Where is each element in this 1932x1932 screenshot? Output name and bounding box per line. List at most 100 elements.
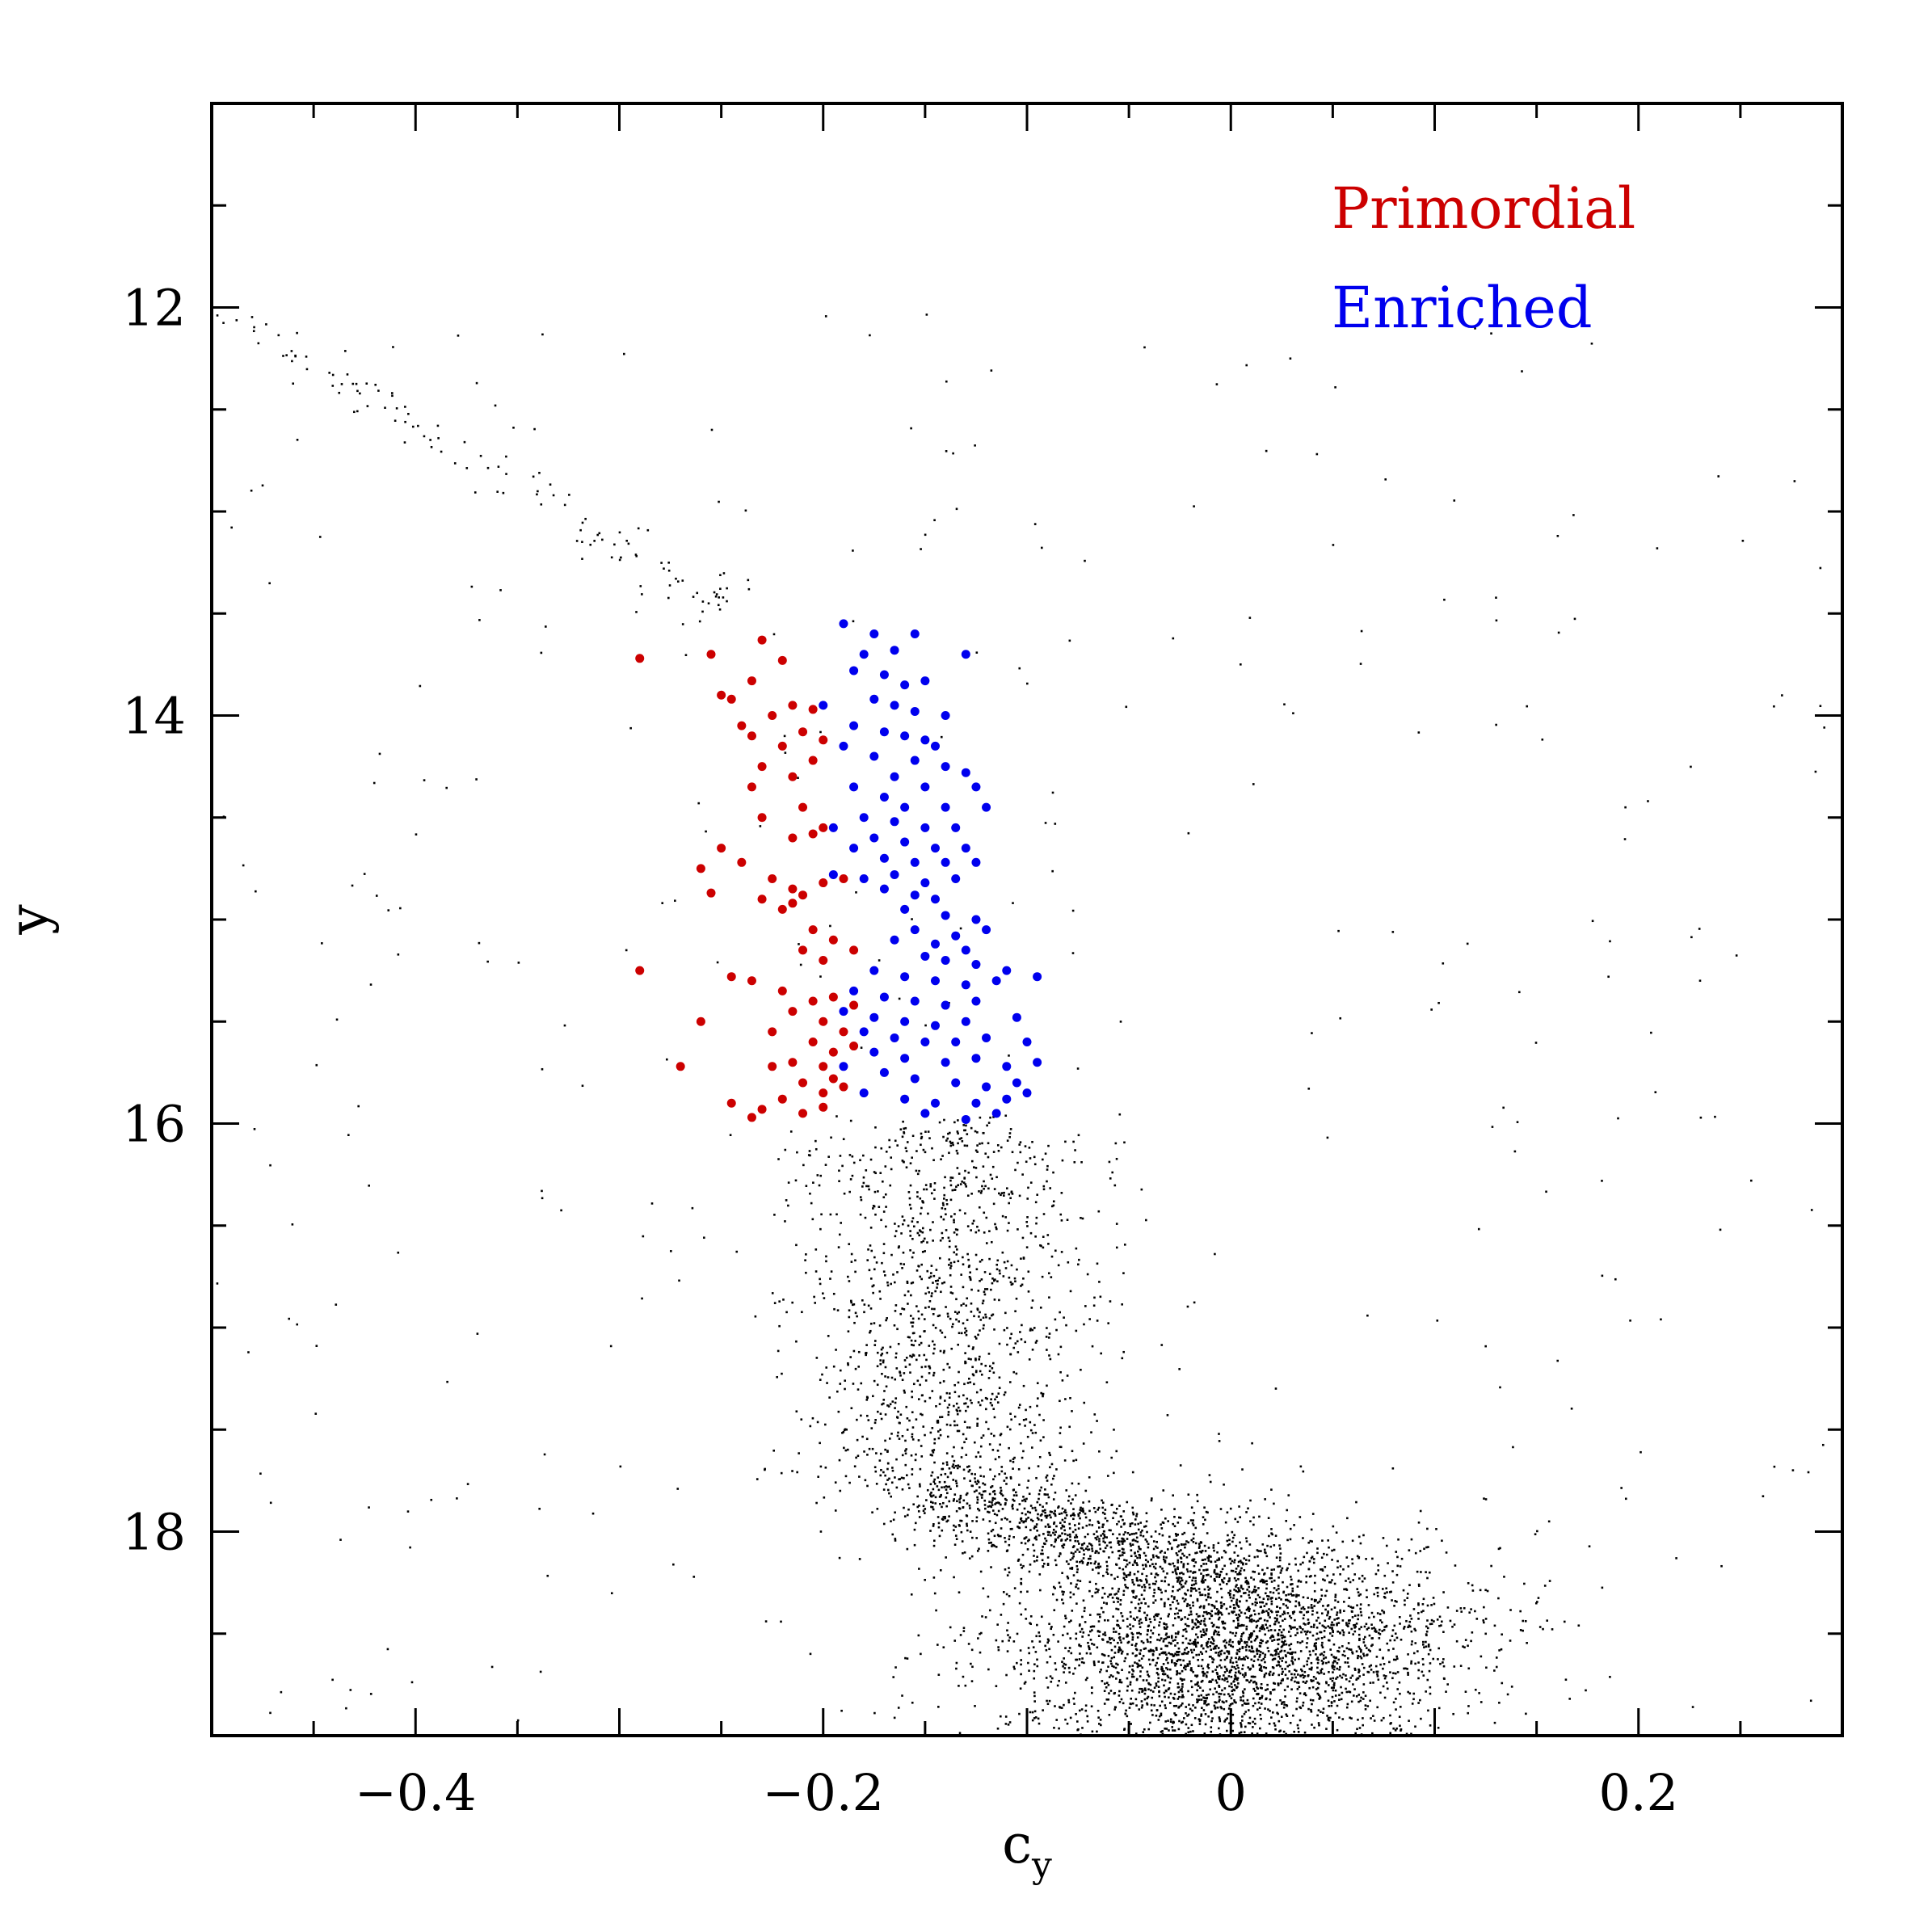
field-star-point: [1233, 1551, 1236, 1554]
field-star-point: [1247, 1607, 1249, 1610]
field-star-point: [1100, 1534, 1102, 1537]
field-star-point: [1054, 1513, 1057, 1516]
field-star-point: [1342, 1634, 1345, 1636]
field-star-point: [1336, 1623, 1338, 1627]
field-star-point: [1202, 1628, 1205, 1631]
field-star-point: [1023, 1682, 1026, 1685]
field-star-point: [1234, 1675, 1237, 1678]
field-star-point: [939, 1429, 942, 1431]
field-star-point: [1226, 1539, 1229, 1543]
field-star-point: [1149, 1648, 1152, 1652]
field-star-point: [1078, 1522, 1080, 1526]
field-star-point: [920, 1445, 923, 1447]
field-star-point: [1324, 1594, 1327, 1597]
field-star-point: [1151, 1696, 1154, 1699]
field-star-point: [967, 1643, 970, 1645]
field-star-point: [1279, 1625, 1282, 1627]
field-star-point: [920, 1143, 922, 1147]
field-star-point: [1313, 1589, 1316, 1593]
field-star-point: [1176, 1576, 1178, 1580]
field-star-point: [1372, 1715, 1374, 1717]
field-star-point: [1054, 1662, 1057, 1665]
field-star-point: [1369, 1699, 1371, 1703]
field-star-point: [1250, 1658, 1253, 1661]
field-star-point: [910, 1593, 913, 1596]
field-star-point: [1109, 1641, 1112, 1644]
field-star-point: [1028, 1570, 1031, 1573]
field-star-point: [1217, 1675, 1219, 1678]
field-star-point: [1039, 1244, 1042, 1247]
field-star-point: [1167, 1661, 1169, 1665]
field-star-point: [1416, 1570, 1419, 1573]
field-star-point: [1055, 1328, 1058, 1332]
field-star-point: [1213, 1606, 1216, 1609]
field-star-point: [1006, 1187, 1008, 1189]
field-star-point: [933, 1182, 937, 1185]
field-star-point: [1160, 1668, 1163, 1671]
field-star-point: [1322, 1578, 1324, 1581]
field-star-point: [958, 1524, 961, 1526]
field-star-point: [1202, 1620, 1206, 1623]
field-star-point: [1036, 1665, 1039, 1668]
field-star-point: [1202, 1672, 1205, 1675]
field-star-point: [1021, 1499, 1024, 1502]
field-star-point: [1025, 1526, 1028, 1529]
field-star-point: [1075, 1632, 1078, 1635]
field-star-point: [991, 1282, 994, 1285]
field-star-point: [1426, 1576, 1429, 1580]
field-star-point: [1467, 1711, 1470, 1715]
field-star-point: [873, 1466, 877, 1469]
field-star-point: [1200, 1564, 1202, 1568]
field-star-point: [1391, 1629, 1395, 1631]
field-star-point: [1219, 1583, 1222, 1586]
field-star-point: [866, 1454, 869, 1456]
field-star-point: [1257, 1701, 1261, 1704]
field-star-point: [1207, 1593, 1210, 1596]
field-star-point: [1117, 1663, 1119, 1666]
field-star-point: [1176, 1566, 1179, 1569]
field-star-point: [954, 1480, 958, 1483]
field-star-point: [1233, 1561, 1235, 1564]
field-star-point: [988, 1273, 991, 1275]
field-star-point: [1008, 1567, 1010, 1569]
field-star-point: [851, 1174, 854, 1177]
field-star-point: [1137, 1528, 1140, 1531]
field-star-point: [1297, 1673, 1299, 1676]
field-star-point: [1038, 1492, 1041, 1496]
field-star-point: [1049, 1187, 1052, 1189]
field-star-point: [1223, 1640, 1225, 1643]
field-star-point: [1080, 1644, 1082, 1648]
field-star-point: [814, 1248, 818, 1251]
field-star-point: [997, 1534, 1000, 1538]
field-star-point: [1057, 1640, 1059, 1643]
field-star-point: [1275, 1651, 1277, 1653]
field-star-point: [1088, 1634, 1090, 1636]
field-star-point: [1068, 1522, 1071, 1526]
field-star-point: [1035, 1535, 1038, 1538]
field-star-point: [932, 1313, 935, 1315]
field-star-point: [969, 1507, 971, 1509]
field-star-point: [1089, 1630, 1092, 1633]
field-star-point: [1072, 1593, 1075, 1596]
field-star-point: [1060, 1527, 1063, 1530]
field-star-point: [919, 1197, 922, 1200]
field-star-point: [1383, 1663, 1386, 1665]
field-star-point: [1118, 1694, 1121, 1697]
field-star-point: [1285, 1661, 1287, 1664]
field-star-point: [1210, 1636, 1214, 1639]
field-star-point: [1345, 1556, 1349, 1559]
field-star-point: [1261, 1627, 1264, 1631]
field-star-point: [1295, 1707, 1298, 1711]
field-star-point: [1302, 1596, 1305, 1599]
field-star-point: [1293, 1673, 1296, 1676]
field-star-point: [1279, 1682, 1282, 1685]
field-star-point: [1273, 1682, 1276, 1685]
field-star-point: [1164, 1627, 1166, 1631]
field-star-point: [1086, 1715, 1089, 1718]
field-star-point: [1127, 1573, 1130, 1576]
field-star-point: [869, 1307, 873, 1310]
field-star-point: [904, 1450, 907, 1452]
field-star-point: [957, 1132, 959, 1135]
field-star-point: [953, 1391, 957, 1394]
field-star-point: [1019, 1141, 1022, 1143]
